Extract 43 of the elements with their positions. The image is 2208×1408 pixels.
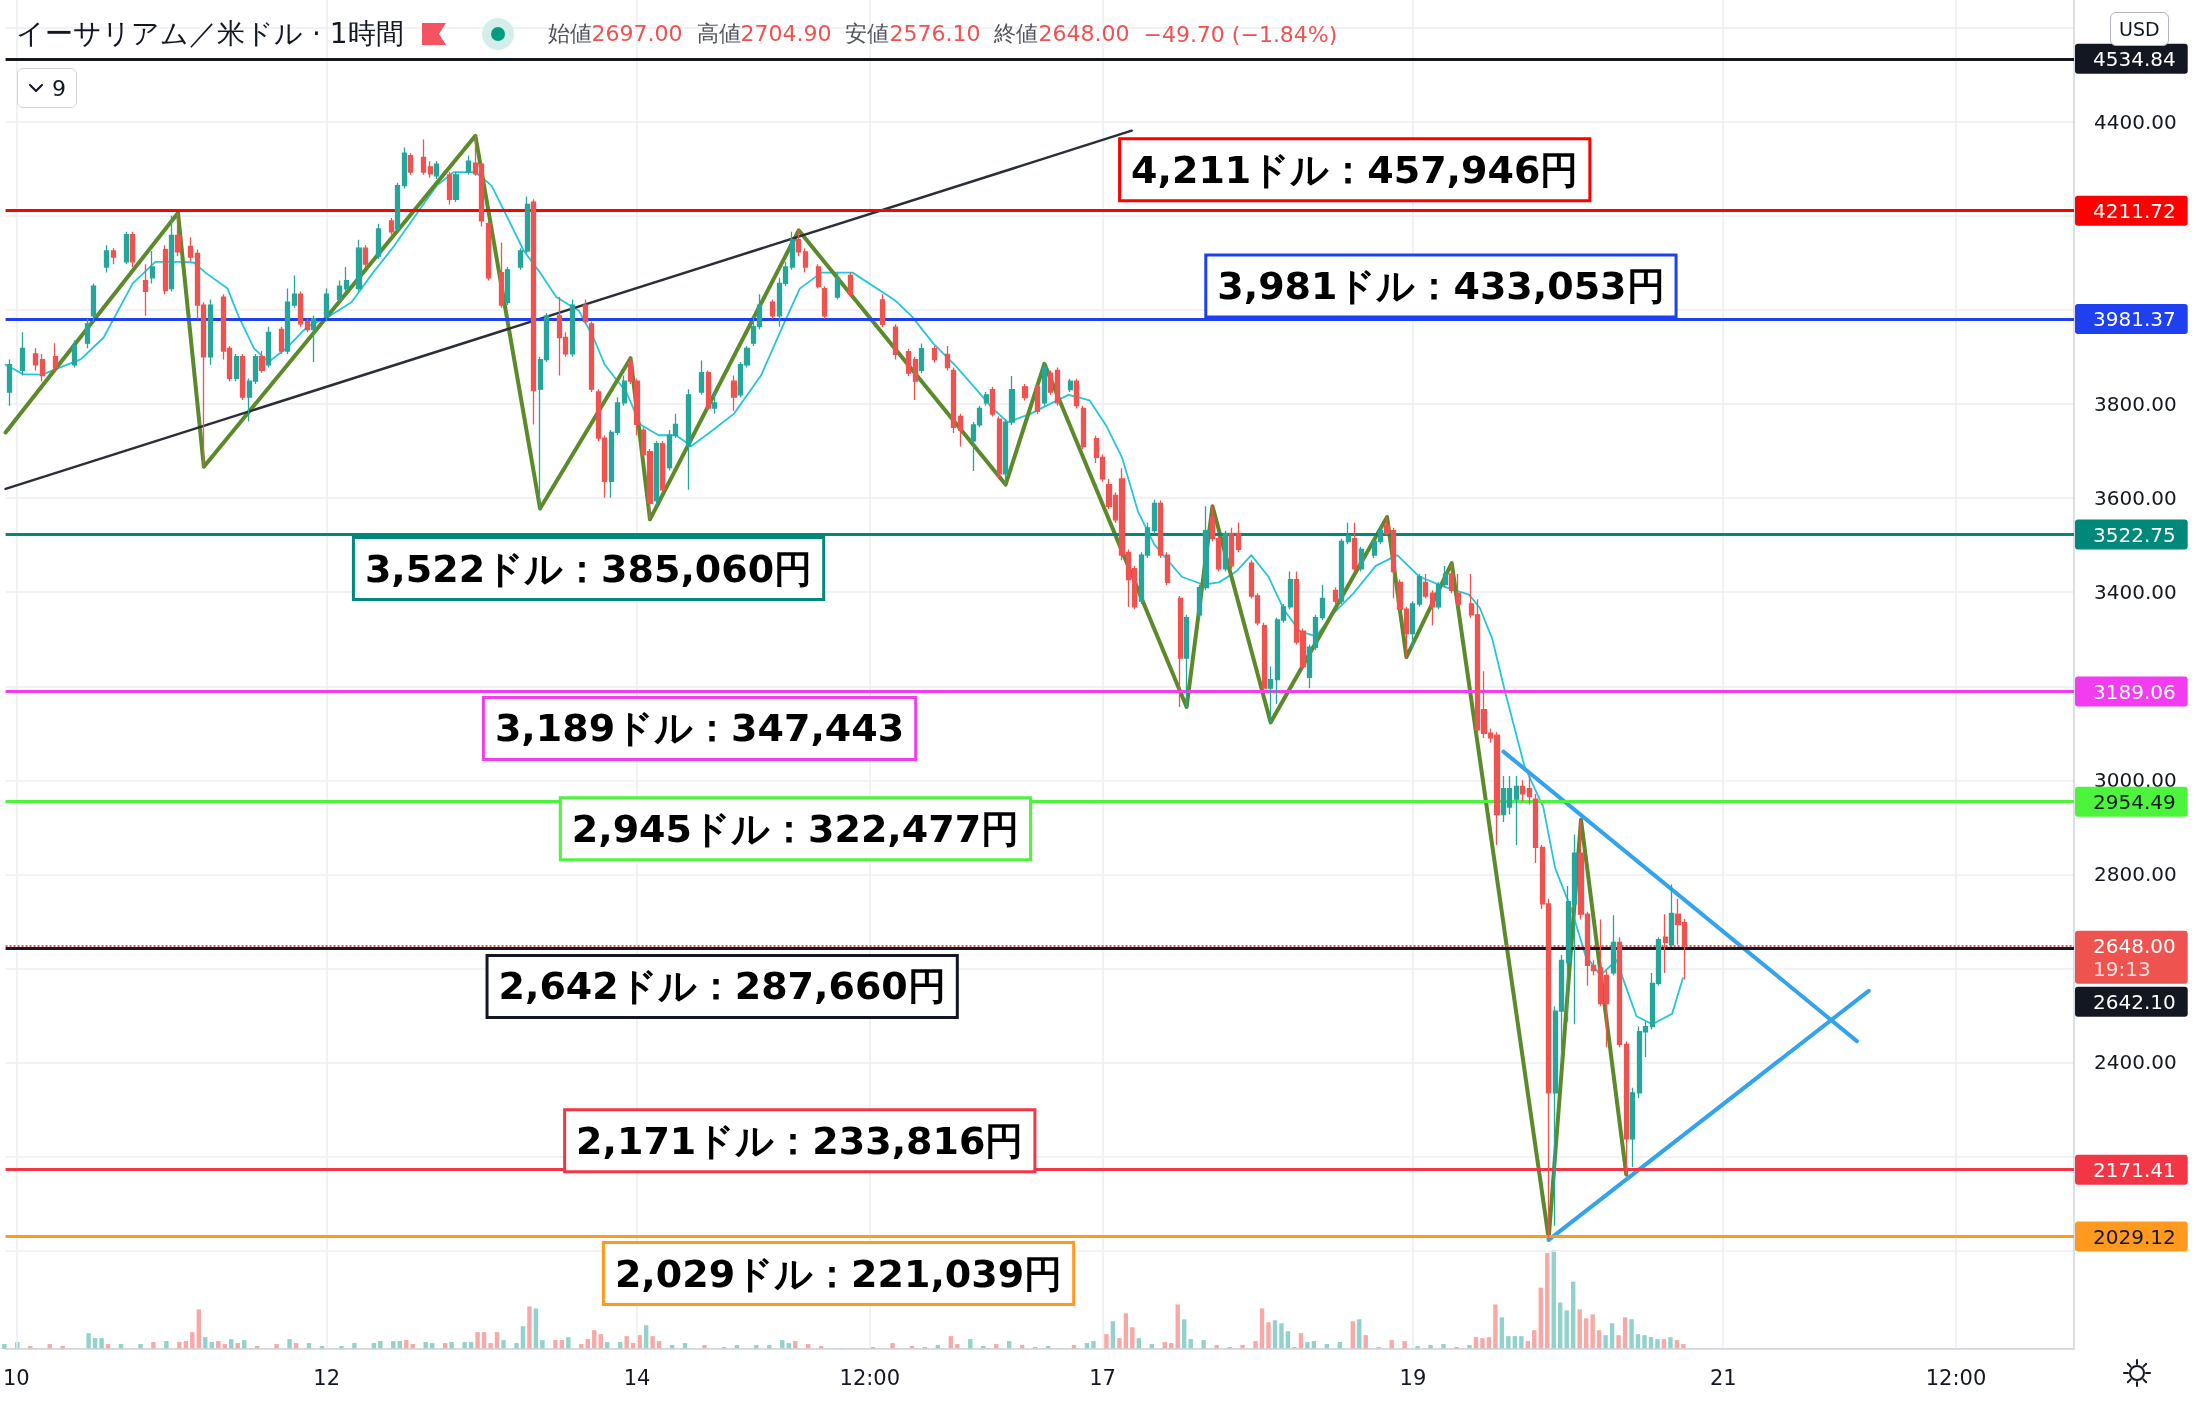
y-tick-label: 3800.00 [2094, 392, 2177, 417]
x-tick-label: 12:00 [839, 1365, 901, 1390]
annotation: 2,029ドル：221,039円 [614, 1251, 1063, 1296]
annotation: −49.70 (−1.84%) [1143, 21, 1338, 47]
annotation: 終値2648.00 [994, 21, 1130, 46]
ref-line-label: 3189.06 [2093, 679, 2176, 704]
ref-line-label: 3522.75 [2093, 523, 2176, 548]
y-tick-label: 2400.00 [2094, 1050, 2177, 1075]
ref-line-label: 2029.12 [2093, 1225, 2176, 1250]
ref-line-label: 2642.10 [2093, 990, 2176, 1015]
ref-line-label: 4211.72 [2093, 199, 2176, 224]
ref-line-label: 4534.84 [2093, 47, 2176, 72]
annotation: 9 [52, 75, 66, 101]
y-tick-label: 3400.00 [2094, 580, 2177, 605]
text: イーサリアム／米ドル · 1時間 [16, 16, 404, 52]
x-tick-label: 14 [623, 1365, 651, 1390]
annotation: 安値2576.10 [845, 21, 981, 46]
ref-line-label: 2648.00 [2093, 934, 2176, 959]
x-tick-label: 12 [313, 1365, 341, 1390]
x-tick-label: 10 [2, 1365, 30, 1390]
annotation: 2,642ドル：287,660円 [498, 964, 946, 1009]
y-tick-label: 4400.00 [2094, 110, 2177, 135]
text: 19:13 [2093, 957, 2151, 982]
ref-line-label: 2954.49 [2093, 790, 2176, 815]
annotation: 3,189ドル：347,443 [494, 706, 905, 751]
annotation: 2,945ドル：322,477円 [571, 806, 1020, 851]
annotation: 2,171ドル：233,816円 [576, 1118, 1024, 1163]
y-tick-label: 2800.00 [2094, 862, 2177, 887]
annotation: 始値2697.00 [547, 21, 683, 46]
annotation: 高値2704.90 [696, 21, 832, 46]
ref-line-label: 3981.37 [2093, 307, 2176, 332]
annotation: 3,981ドル：433,053円 [1217, 263, 1665, 308]
x-tick-label: 12:00 [1925, 1365, 1987, 1390]
annotation: 4,211ドル：457,946円 [1131, 147, 1579, 192]
toggle-button: 9 [17, 68, 77, 108]
ref-line-label: 2171.41 [2093, 1158, 2176, 1183]
x-tick-label: 17 [1089, 1365, 1116, 1390]
currency-button: USD [2110, 12, 2169, 46]
x-tick-label: 21 [1709, 1365, 1737, 1390]
y-tick-label: 3000.00 [2094, 768, 2177, 793]
x-tick-label: 19 [1399, 1365, 1427, 1390]
annotation: 3,522ドル：385,060円 [364, 546, 813, 591]
y-tick-label: 3600.00 [2094, 486, 2177, 511]
